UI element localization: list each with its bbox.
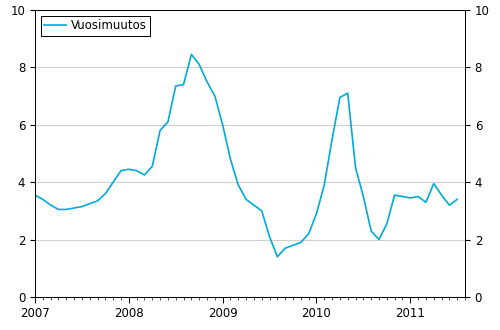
Vuosimuutos <box>196 62 202 66</box>
Vuosimuutos <box>274 255 280 259</box>
Vuosimuutos <box>79 205 85 209</box>
Vuosimuutos <box>188 52 194 56</box>
Vuosimuutos <box>423 200 429 204</box>
Vuosimuutos <box>32 193 38 197</box>
Vuosimuutos <box>110 180 116 184</box>
Vuosimuutos <box>446 203 452 207</box>
Legend: Vuosimuutos: Vuosimuutos <box>41 16 150 36</box>
Vuosimuutos <box>134 169 140 173</box>
Vuosimuutos <box>454 197 460 201</box>
Line: Vuosimuutos: Vuosimuutos <box>35 54 457 257</box>
